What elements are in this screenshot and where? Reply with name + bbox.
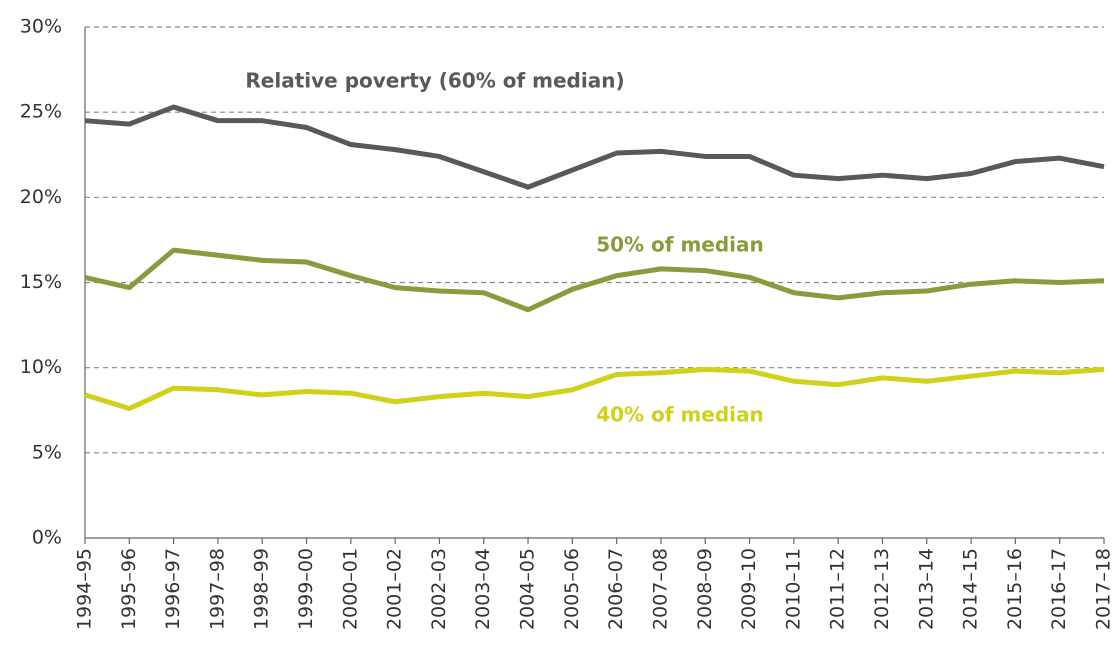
y-tick-label: 25% xyxy=(20,101,62,123)
x-tick-label: 2000–01 xyxy=(339,548,361,630)
line xyxy=(84,366,1105,412)
x-tick-label: 2008–09 xyxy=(694,548,716,630)
line xyxy=(84,247,1105,313)
y-tick-label: 30% xyxy=(20,16,62,38)
x-tick-label: 1997–98 xyxy=(206,548,228,630)
x-tick-label: 2012–13 xyxy=(871,548,893,630)
x-tick-label: 2014–15 xyxy=(960,548,982,630)
x-tick-label: 2017–18 xyxy=(1093,548,1115,630)
x-tick-label: 2013–14 xyxy=(915,548,937,630)
x-tick-label: 1994–95 xyxy=(74,548,96,630)
y-tick-label: 0% xyxy=(32,527,62,549)
x-tick-label: 2005–06 xyxy=(561,548,583,630)
series-label: Relative poverty (60% of median) xyxy=(245,69,624,93)
x-tick-label: 1998–99 xyxy=(251,548,273,630)
y-tick-label: 5% xyxy=(32,441,62,463)
x-tick-label: 2003–04 xyxy=(472,548,494,630)
x-tick-label: 1995–96 xyxy=(118,548,140,630)
x-tick-label: 2010–11 xyxy=(782,548,804,630)
line xyxy=(84,104,1105,190)
x-tick-label: 2006–07 xyxy=(605,548,627,630)
x-tick-label: 2011–12 xyxy=(827,548,849,630)
y-tick-label: 10% xyxy=(20,356,62,378)
x-tick-label: 1999–00 xyxy=(295,548,317,630)
x-tick-label: 1996–97 xyxy=(162,548,184,630)
x-tick-label: 2007–08 xyxy=(649,548,671,630)
series-label: 40% of median xyxy=(596,403,764,427)
x-tick-label: 2015–16 xyxy=(1004,548,1026,630)
x-tick-label: 2002–03 xyxy=(428,548,450,630)
x-tick-label: 2016–17 xyxy=(1048,548,1070,630)
x-tick-label: 2004–05 xyxy=(517,548,539,630)
series-label: 50% of median xyxy=(596,233,764,257)
x-tick-label: 2009–10 xyxy=(738,548,760,630)
y-tick-label: 20% xyxy=(20,186,62,208)
x-tick-label: 2001–02 xyxy=(384,548,406,630)
y-tick-label: 15% xyxy=(20,271,62,293)
